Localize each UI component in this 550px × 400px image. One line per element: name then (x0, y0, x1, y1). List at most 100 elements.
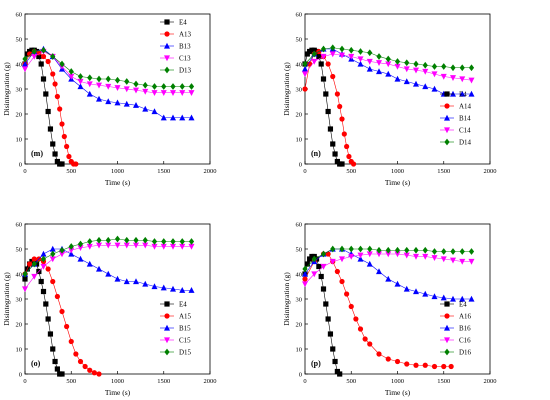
data-point (49, 256, 56, 263)
data-point (77, 83, 84, 90)
data-point (348, 245, 354, 253)
data-point (367, 49, 373, 57)
data-point (96, 95, 102, 102)
legend-label: B14 (459, 115, 471, 123)
x-tick-label: 500 (346, 378, 356, 385)
data-point (31, 256, 37, 262)
legend-marker (444, 103, 450, 109)
data-point (422, 68, 429, 75)
data-point (311, 50, 317, 58)
data-point (332, 358, 338, 365)
legend-label: C15 (179, 337, 191, 345)
data-point (339, 45, 345, 53)
data-point (105, 242, 112, 249)
data-point (105, 83, 112, 90)
legend-label: D14 (459, 139, 472, 147)
data-point (133, 80, 139, 88)
data-point (431, 71, 438, 78)
data-point (73, 161, 79, 167)
panel-label: (o) (31, 359, 41, 368)
y-tick-label: 10 (16, 136, 23, 143)
data-point (339, 52, 345, 59)
series-D14 (302, 44, 475, 72)
data-point (105, 98, 112, 105)
data-point (50, 141, 56, 147)
data-point (320, 263, 327, 270)
data-point (96, 371, 102, 377)
legend-marker (164, 42, 170, 49)
data-point (77, 245, 84, 251)
data-point (188, 243, 195, 250)
data-point (459, 248, 465, 255)
data-point (304, 261, 310, 267)
legend: E4 A15 B15 C15 D15 (160, 301, 192, 357)
data-point (339, 245, 345, 253)
data-point (22, 276, 28, 282)
y-axis-label: Disintegration (g) (2, 62, 11, 116)
data-point (330, 44, 336, 52)
data-point (422, 83, 429, 90)
data-point (105, 270, 112, 277)
data-point (344, 291, 350, 297)
data-point (179, 114, 186, 121)
series-D13 (22, 46, 195, 90)
y-tick-label: 10 (296, 346, 303, 353)
data-point (307, 61, 313, 67)
series-E4 (22, 258, 65, 377)
x-axis-label: Time (s) (385, 388, 411, 397)
x-tick-label: 500 (66, 378, 76, 385)
data-point (52, 358, 58, 365)
panel-label: (p) (311, 359, 321, 368)
y-tick-label: 60 (296, 221, 303, 228)
data-point (385, 55, 391, 63)
x-tick-label: 0 (303, 378, 306, 385)
data-point (68, 338, 74, 345)
data-point (459, 76, 466, 83)
data-point (330, 346, 336, 352)
data-point (87, 367, 93, 373)
x-tick-label: 2000 (484, 378, 497, 385)
data-point (459, 64, 465, 72)
series-D16 (302, 245, 475, 273)
data-point (52, 81, 58, 87)
data-point (43, 301, 49, 307)
data-point (325, 251, 331, 257)
y-tick-label: 50 (296, 246, 303, 253)
data-point (114, 99, 121, 106)
data-point (413, 362, 419, 368)
data-point (403, 78, 410, 85)
data-point (133, 278, 139, 285)
data-point (50, 250, 56, 258)
x-tick-label: 1000 (391, 168, 404, 175)
data-point (96, 75, 102, 83)
data-point (376, 251, 382, 258)
data-point (459, 90, 466, 97)
data-point (105, 236, 111, 244)
data-point (325, 108, 331, 115)
data-point (341, 131, 347, 137)
data-point (57, 106, 63, 112)
legend-marker (444, 324, 450, 331)
data-point (61, 133, 67, 140)
series-line (24, 244, 192, 290)
data-point (346, 153, 352, 160)
legend-marker (164, 348, 170, 356)
legend-label: E4 (179, 301, 187, 309)
y-axis-label: Disintegration (g) (282, 62, 291, 116)
legend-marker (444, 313, 450, 319)
data-point (344, 143, 350, 150)
series-A16 (302, 251, 454, 370)
data-point (47, 126, 54, 132)
data-point (413, 60, 419, 68)
data-point (441, 248, 447, 255)
x-tick-label: 1500 (157, 378, 170, 385)
legend-label: C13 (179, 55, 191, 63)
data-point (337, 103, 343, 110)
data-point (311, 271, 318, 278)
data-point (302, 276, 308, 282)
data-point (311, 58, 318, 65)
data-point (448, 363, 454, 370)
legend-marker (164, 313, 170, 319)
panel-label: (n) (311, 149, 321, 158)
series-C16 (302, 251, 475, 288)
